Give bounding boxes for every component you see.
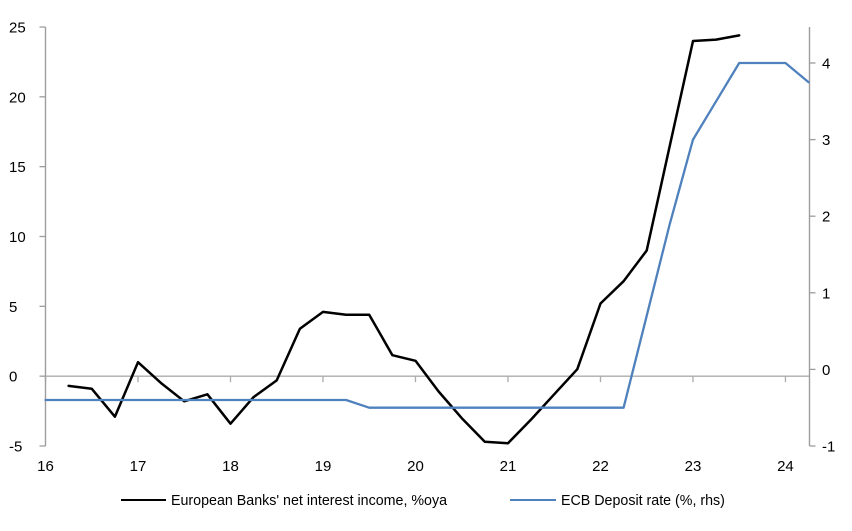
legend-item-ecb-deposit-rate: ECB Deposit rate (%, rhs) (510, 489, 734, 511)
left-axis-tick-label: 5 (9, 299, 17, 316)
left-axis-tick-label: 15 (9, 159, 26, 176)
series-line-nii (67, 34, 741, 445)
x-axis-tick-label: 21 (500, 458, 517, 475)
right-axis-tick-label: 3 (822, 132, 830, 149)
blue-line-marker (510, 498, 556, 502)
series-line-ecb (44, 61, 810, 409)
x-axis-tick-label: 22 (592, 458, 609, 475)
right-axis-tick-label: 2 (822, 209, 830, 226)
legend-item-net-interest-income: European Banks' net interest income, %oy… (121, 489, 462, 511)
x-axis-tick-label: 24 (777, 458, 794, 475)
left-axis-tick-label: 0 (9, 369, 17, 386)
right-axis-tick-label: 0 (822, 362, 830, 379)
right-axis-tick-label: 4 (822, 56, 830, 73)
legend-label-net-interest-income: European Banks' net interest income, %oy… (171, 491, 448, 509)
left-axis-tick-label: 10 (9, 229, 26, 246)
right-axis-tick-label: -1 (822, 439, 835, 456)
left-axis-tick-label: 25 (9, 20, 26, 37)
x-axis-tick-label: 20 (407, 458, 424, 475)
left-axis-tick-label: -5 (9, 439, 22, 456)
chart-legend: European Banks' net interest income, %oy… (0, 489, 852, 511)
x-axis-tick-label: 18 (222, 458, 239, 475)
x-axis-tick-label: 23 (685, 458, 702, 475)
right-axis-tick-label: 1 (822, 285, 830, 302)
x-axis-tick-label: 16 (37, 458, 54, 475)
black-line-marker (121, 498, 166, 502)
left-axis-tick-label: 20 (9, 89, 26, 106)
legend-label-ecb-deposit-rate: ECB Deposit rate (%, rhs) (561, 491, 725, 509)
x-axis-tick-label: 19 (315, 458, 332, 475)
x-axis-tick-label: 17 (130, 458, 147, 475)
